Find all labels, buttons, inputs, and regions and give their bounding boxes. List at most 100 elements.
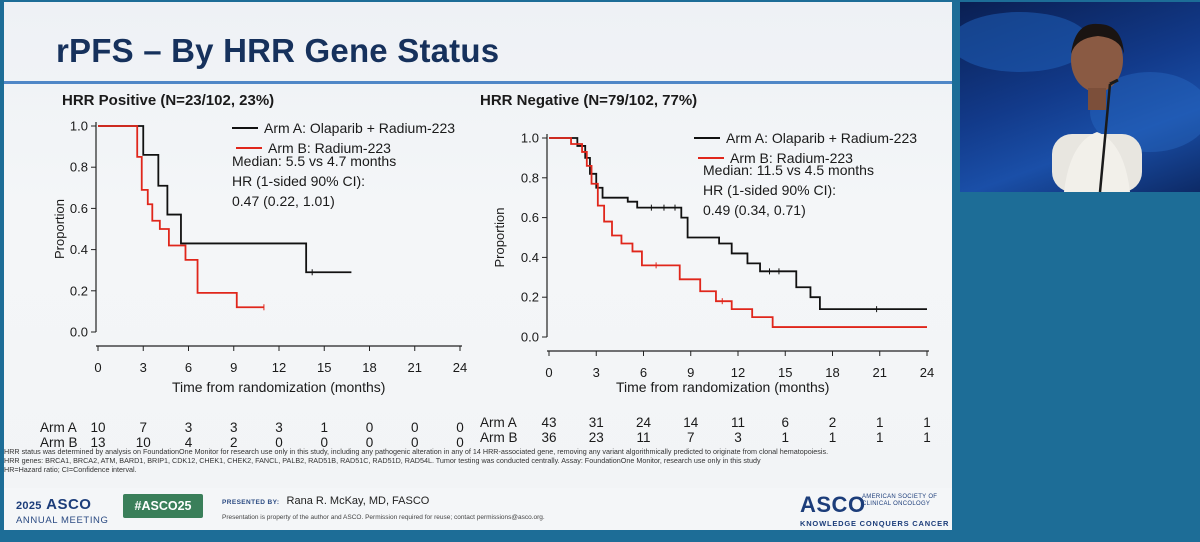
left-x-tick-label: 3 <box>140 360 147 375</box>
right-y-tick-label: 0.6 <box>521 210 539 225</box>
right-x-tick-label: 15 <box>778 365 792 380</box>
right-at-risk-value: 36 <box>541 430 557 445</box>
left-x-axis-label: Time from randomization (months) <box>172 379 385 395</box>
right-at-risk-value: 43 <box>541 415 557 430</box>
right-at-risk-row-label: Arm A <box>480 415 517 430</box>
left-y-tick-label: 1.0 <box>70 119 88 134</box>
left-annotation-line: HR (1-sided 90% CI): <box>232 173 365 189</box>
left-y-tick-label: 0.6 <box>70 201 88 216</box>
right-y-tick-label: 0.2 <box>521 290 539 305</box>
left-at-risk-value: 0 <box>410 420 419 435</box>
presenter-video-image <box>960 12 1200 192</box>
left-at-risk-value: 7 <box>139 420 147 435</box>
right-x-tick-label: 6 <box>640 365 647 380</box>
right-km-plot: 0.0 0.2 0.4 0.6 0.8 1.0 0 3 6 9 12 15 18 21 24 Proporti… <box>492 130 934 395</box>
right-x-tick-label: 3 <box>593 365 600 380</box>
presenter-line: PRESENTED BY: Rana R. McKay, MD, FASCO <box>222 495 429 507</box>
left-at-risk-value: 0 <box>456 435 464 450</box>
left-at-risk-value: 0 <box>365 435 374 450</box>
left-at-risk-value: 0 <box>275 435 283 450</box>
left-at-risk-value: 2 <box>229 435 238 450</box>
right-at-risk-value: 14 <box>683 415 699 430</box>
footnote-abbreviations: HR=Hazard ratio; CI=Confidence interval. <box>4 465 137 474</box>
left-legend-label: Arm B: Radium-223 <box>268 140 391 156</box>
right-legend-label: Arm A: Olaparib + Radium-223 <box>726 130 917 146</box>
left-x-tick-label: 15 <box>317 360 331 375</box>
right-at-risk-value: 24 <box>635 415 652 430</box>
right-at-risk-value: 3 <box>734 430 742 445</box>
meeting-year: 2025 <box>16 500 42 512</box>
left-at-risk-value: 0 <box>365 420 374 435</box>
right-x-tick-label: 24 <box>920 365 934 380</box>
right-annotation-line: 0.49 (0.34, 0.71) <box>703 202 806 218</box>
right-at-risk-value: 31 <box>588 415 604 430</box>
right-at-risk-value: 23 <box>588 430 604 445</box>
right-x-tick-label: 12 <box>731 365 745 380</box>
left-y-axis-label: Proportion <box>52 199 67 259</box>
right-at-risk-value: 2 <box>828 415 837 430</box>
left-x-tick-label: 6 <box>185 360 192 375</box>
left-at-risk-value: 4 <box>184 435 193 450</box>
right-legend-label: Arm B: Radium-223 <box>730 150 853 166</box>
right-x-tick-label: 21 <box>873 365 887 380</box>
left-at-risk-row-label: Arm A <box>40 420 77 435</box>
right-at-risk-value: 1 <box>923 415 931 430</box>
left-series-arm-a-curve <box>98 125 352 274</box>
property-note: Presentation is property of the author a… <box>222 514 545 521</box>
left-at-risk-value: 0 <box>320 435 328 450</box>
left-x-tick-label: 24 <box>453 360 467 375</box>
left-x-tick-label: 21 <box>408 360 422 375</box>
left-km-plot: 0.0 0.2 0.4 0.6 0.8 1.0 0 3 6 9 12 15 18 21 24 Proporti… <box>52 119 467 396</box>
left-legend-label: Arm A: Olaparib + Radium-223 <box>264 120 455 136</box>
right-x-tick-label: 0 <box>545 365 552 380</box>
left-y-tick-label: 0.8 <box>70 160 88 175</box>
left-at-risk-value: 0 <box>410 435 419 450</box>
right-at-risk-value: 1 <box>828 430 837 445</box>
right-y-tick-label: 0.0 <box>521 330 539 345</box>
right-series-arm-b-curve <box>549 137 927 328</box>
left-at-risk-row-label: Arm B <box>40 435 78 450</box>
right-at-risk-value: 1 <box>875 430 884 445</box>
right-x-tick-label: 9 <box>687 365 694 380</box>
left-at-risk-value: 10 <box>135 435 151 450</box>
right-at-risk-value: 7 <box>686 430 695 445</box>
right-x-tick-label: 18 <box>825 365 839 380</box>
left-x-tick-label: 18 <box>362 360 376 375</box>
asco-annual-meeting-logo: 2025 ASCO ANNUAL MEETING <box>16 496 109 526</box>
right-chart-title: HRR Negative (N=79/102, 77%) <box>480 92 698 109</box>
meeting-subtitle: ANNUAL MEETING <box>16 515 109 526</box>
right-at-risk-value: 1 <box>923 430 931 445</box>
right-at-risk-value: 6 <box>781 415 789 430</box>
right-x-axis-label: Time from randomization (months) <box>616 379 829 395</box>
footnote-hrr-status: HRR status was determined by analysis on… <box>4 448 829 456</box>
presented-by-label: PRESENTED BY: <box>222 499 280 506</box>
presenter-name: Rana R. McKay, MD, FASCO <box>286 495 430 507</box>
left-at-risk-value: 1 <box>320 420 328 435</box>
asco-tagline: KNOWLEDGE CONQUERS CANCER <box>800 519 950 528</box>
slide-title: rPFS – By HRR Gene Status <box>56 32 500 69</box>
right-y-axis-label: Proportion <box>492 208 507 268</box>
left-at-risk-value: 13 <box>90 435 106 450</box>
left-at-risk-value: 10 <box>90 420 106 435</box>
right-y-tick-label: 0.8 <box>521 170 539 185</box>
left-x-tick-label: 12 <box>272 360 286 375</box>
slide-footer: 2025 ASCO ANNUAL MEETING #ASCO25 PRESENT… <box>4 488 952 530</box>
left-x-tick-label: 9 <box>230 360 237 375</box>
left-at-risk-value: 3 <box>184 420 193 435</box>
right-at-risk-value: 11 <box>636 430 651 445</box>
right-y-tick-label: 0.4 <box>521 250 539 265</box>
left-at-risk-value: 0 <box>456 420 464 435</box>
presenter-video-feed <box>960 2 1200 192</box>
right-at-risk-value: 1 <box>875 415 884 430</box>
right-at-risk-table: Arm A 43 31 24 14 11 6 2 1 1 Arm B 36 23 11 7 3 1 1 1 1 <box>480 415 940 447</box>
left-at-risk-value: 3 <box>275 420 283 435</box>
footnotes: HRR status was determined by analysis on… <box>4 448 934 474</box>
left-at-risk-value: 3 <box>229 420 238 435</box>
meeting-brand: ASCO <box>46 496 92 513</box>
right-annotation-line: HR (1-sided 90% CI): <box>703 182 836 198</box>
right-at-risk-value: 1 <box>781 430 789 445</box>
left-annotation-line: Median: 5.5 vs 4.7 months <box>232 153 396 169</box>
right-at-risk-row-label: Arm B <box>480 430 518 445</box>
title-underline <box>4 81 952 84</box>
